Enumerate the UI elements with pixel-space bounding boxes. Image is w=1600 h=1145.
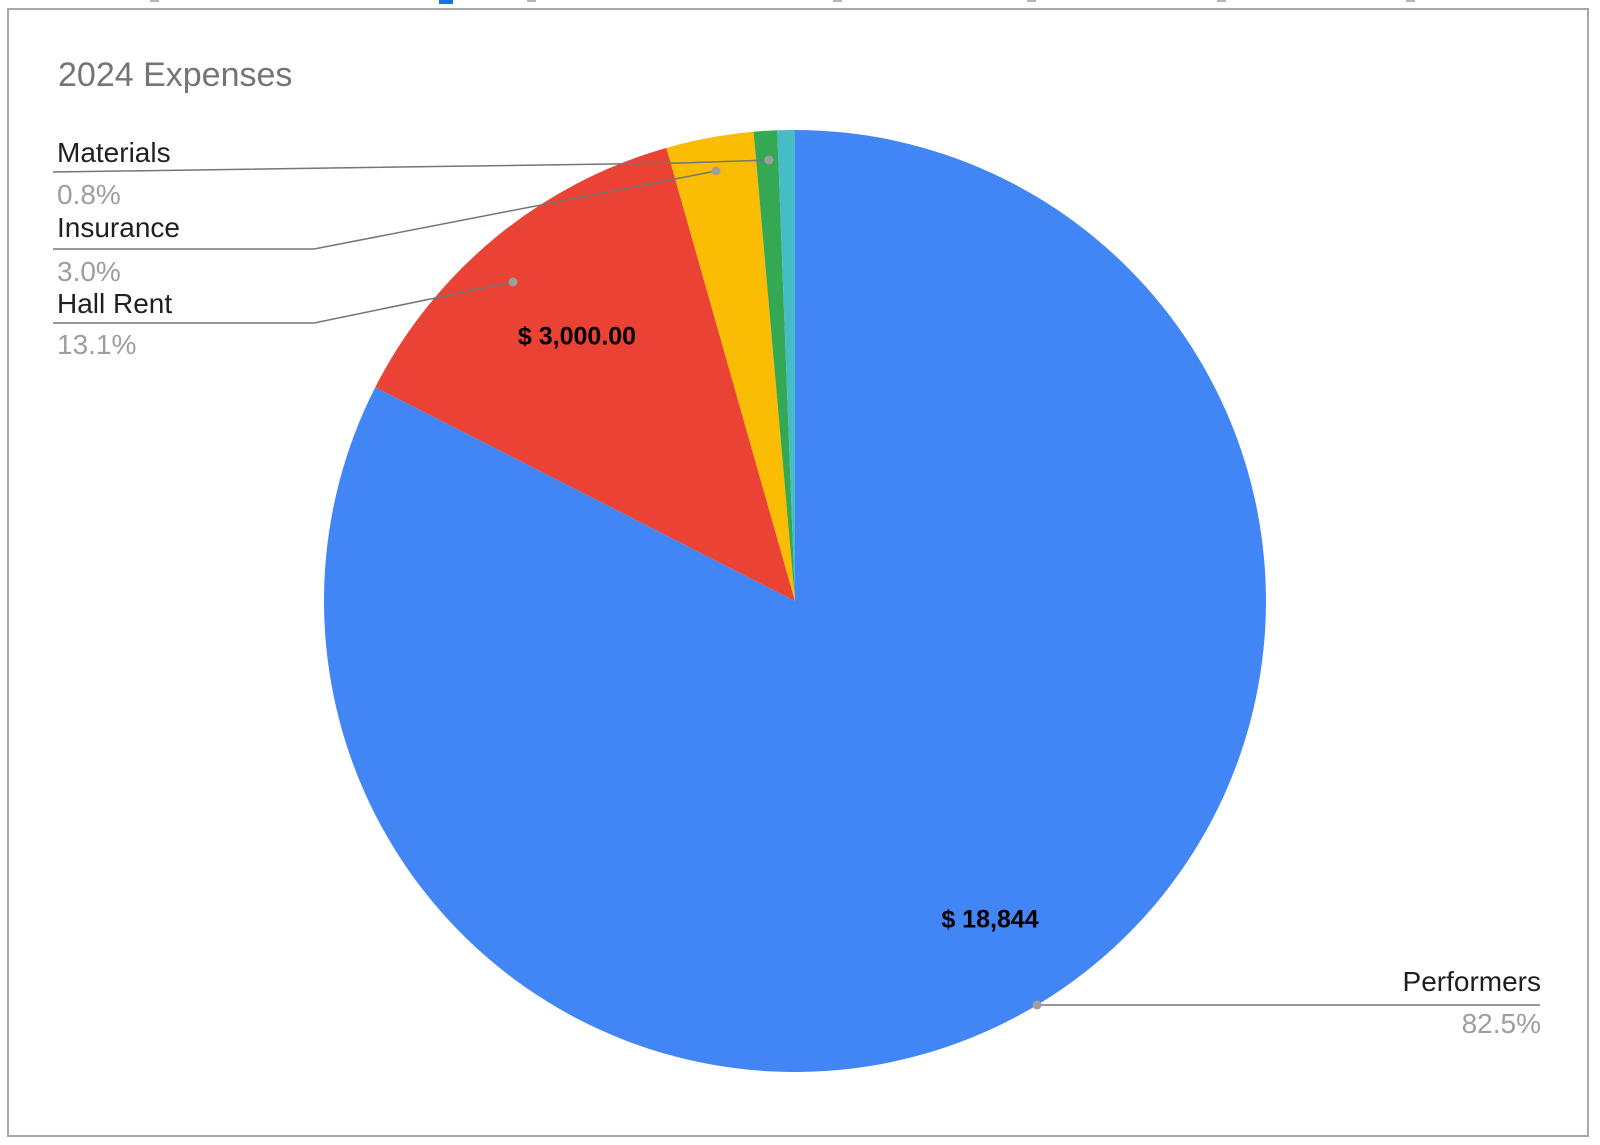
pie-slices[interactable]	[323, 129, 1266, 1072]
slice-value-performers: $ 18,844	[941, 905, 1039, 934]
pie-slice-other[interactable]	[777, 129, 795, 601]
chart-title: 2024 Expenses	[58, 56, 293, 94]
callout-label-performers: Performers	[1402, 966, 1541, 997]
cell-edge-mark	[833, 0, 842, 2]
leader-dot-hall-rent	[508, 277, 518, 287]
callout-label-materials: Materials	[57, 137, 171, 168]
cell-edge-mark	[1406, 0, 1415, 2]
leader-dot-materials	[764, 155, 774, 165]
pie-slice-insurance[interactable]	[666, 131, 795, 602]
callout-pct-materials: 0.8%	[57, 179, 121, 210]
leader-dot-performers	[1032, 1000, 1042, 1010]
pie-slice-performers[interactable]	[323, 130, 1266, 1072]
callout-pct-performers: 82.5%	[1461, 1008, 1541, 1039]
callout-label-insurance: Insurance	[57, 212, 180, 243]
cell-edge-mark	[1217, 0, 1226, 2]
selection-accent-mark	[439, 0, 453, 4]
leader-line-insurance	[53, 170, 717, 250]
cell-edge-mark	[1027, 0, 1036, 2]
slice-value-hall-rent: $ 3,000.00	[517, 322, 637, 351]
callout-pct-hall-rent: 13.1%	[57, 329, 137, 360]
leader-dots	[508, 155, 1042, 1010]
cell-edge-mark	[527, 0, 536, 2]
cell-edge-mark	[150, 0, 159, 2]
spreadsheet-edge-strip	[0, 0, 1600, 8]
leader-line-hall-rent	[53, 281, 514, 324]
leader-line-materials	[52, 159, 770, 173]
pie-slice-materials[interactable]	[753, 130, 795, 602]
leader-dot-insurance	[711, 166, 721, 176]
callout-label-hall-rent: Hall Rent	[57, 288, 173, 319]
callout-pct-insurance: 3.0%	[57, 256, 121, 287]
leader-lines	[52, 159, 1540, 1006]
pie-slice-hall-rent[interactable]	[375, 147, 795, 601]
